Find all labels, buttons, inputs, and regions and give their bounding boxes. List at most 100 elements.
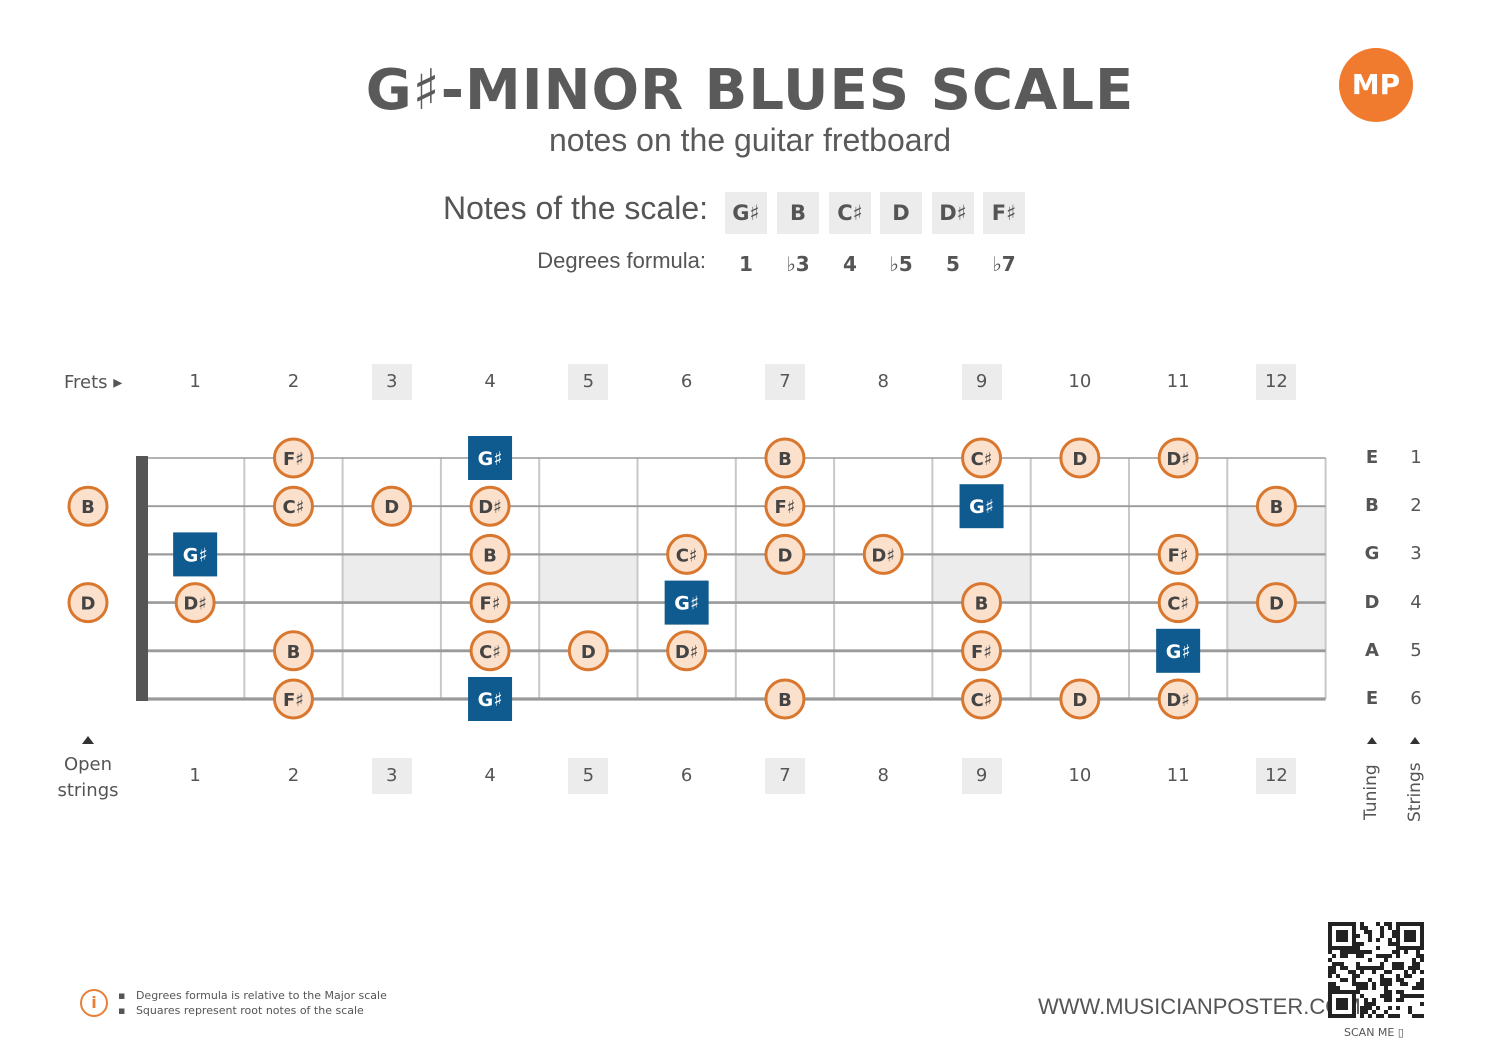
qr-module — [1380, 978, 1384, 982]
fret-number: 8 — [877, 765, 889, 786]
qr-module — [1352, 970, 1356, 974]
qr-module — [1412, 1014, 1416, 1018]
qr-module — [1328, 970, 1332, 974]
qr-module — [1380, 982, 1384, 986]
qr-module — [1356, 954, 1360, 958]
qr-module — [1376, 922, 1380, 926]
qr-module — [1404, 982, 1408, 986]
website-link[interactable]: WWW.MUSICIANPOSTER.COM — [1038, 994, 1361, 1019]
tuning-axis-label: Tuning — [1361, 764, 1381, 820]
qr-module — [1356, 966, 1360, 970]
qr-module — [1412, 966, 1416, 970]
qr-module — [1380, 994, 1384, 998]
fret-number: 6 — [680, 765, 693, 786]
root-note-square — [664, 580, 709, 625]
qr-module — [1388, 970, 1392, 974]
frets-label: Frets ▸ — [64, 372, 123, 393]
qr-module — [1396, 962, 1400, 966]
fret-number: 12 — [1256, 364, 1297, 400]
qr-module — [1376, 954, 1380, 958]
qr-module — [1332, 954, 1336, 958]
qr-module — [1412, 962, 1416, 966]
fret-number: 2 — [287, 371, 300, 392]
root-note-label: G♯ — [1166, 641, 1191, 663]
qr-module — [1412, 986, 1416, 990]
fret-number: 6 — [680, 371, 693, 392]
qr-module — [1372, 982, 1376, 986]
note-label: C♯ — [1167, 594, 1189, 615]
qr-module — [1360, 1010, 1364, 1014]
qr-module — [1356, 986, 1360, 990]
note-label: C♯ — [971, 690, 993, 711]
qr-module — [1376, 966, 1380, 970]
qr-module — [1360, 954, 1364, 958]
page-title: G♯-MINOR BLUES SCALE — [365, 58, 1135, 123]
note-circle — [1059, 678, 1101, 720]
note-label: D♯ — [871, 545, 895, 566]
qr-module — [1368, 1006, 1372, 1010]
root-note-square — [959, 484, 1004, 529]
qr-module — [1372, 986, 1376, 990]
qr-module — [1380, 926, 1384, 930]
qr-module — [1368, 978, 1372, 982]
string-number: 5 — [1410, 639, 1422, 661]
note-circle — [1255, 582, 1297, 624]
qr-code[interactable] — [1328, 922, 1424, 1018]
string-tuning: A — [1365, 639, 1379, 661]
note-circle — [469, 582, 511, 624]
note-circle — [174, 582, 216, 624]
qr-module — [1384, 958, 1388, 962]
qr-module — [1388, 1006, 1392, 1010]
fret-number: 10 — [1068, 765, 1092, 786]
qr-module — [1364, 998, 1368, 1002]
qr-module — [1336, 974, 1340, 978]
qr-module — [1332, 966, 1336, 970]
qr-module — [1380, 966, 1384, 970]
note-circle — [764, 437, 806, 479]
qr-module — [1412, 994, 1416, 998]
note-circle — [469, 485, 511, 527]
note-label: F♯ — [480, 594, 501, 615]
note-label: D♯ — [1166, 449, 1190, 470]
qr-module — [1396, 990, 1400, 994]
qr-module — [1384, 994, 1388, 998]
fret-number: 9 — [961, 364, 1002, 400]
qr-module — [1332, 986, 1336, 990]
qr-module — [1336, 986, 1340, 990]
qr-module — [1420, 978, 1424, 982]
qr-module — [1360, 966, 1364, 970]
qr-finder — [1336, 930, 1348, 942]
fret-number: 7 — [764, 758, 805, 794]
note-label: D — [1269, 594, 1284, 615]
qr-module — [1352, 974, 1356, 978]
qr-module — [1384, 986, 1388, 990]
qr-module — [1420, 1002, 1424, 1006]
degrees-formula-label: Degrees formula: — [537, 248, 706, 273]
qr-module — [1356, 990, 1360, 994]
note-label: B — [975, 594, 989, 615]
note-label: F♯ — [283, 690, 304, 711]
qr-module — [1388, 942, 1392, 946]
qr-module — [1356, 982, 1360, 986]
fret-number: 7 — [764, 364, 805, 400]
qr-module — [1380, 1014, 1384, 1018]
fret-number: 12 — [1256, 758, 1297, 794]
qr-module — [1392, 934, 1396, 938]
qr-module — [1328, 950, 1332, 954]
qr-module — [1356, 962, 1360, 966]
qr-module — [1364, 1010, 1368, 1014]
note-circle — [961, 582, 1003, 624]
qr-module — [1356, 942, 1360, 946]
fret-number: 10 — [1068, 371, 1092, 392]
qr-module — [1420, 954, 1424, 958]
note-label: D♯ — [183, 594, 207, 615]
qr-module — [1420, 970, 1424, 974]
qr-module — [1396, 954, 1400, 958]
qr-module — [1384, 978, 1388, 982]
scale-degree: 1 — [739, 252, 753, 276]
qr-module — [1420, 986, 1424, 990]
fret-number: 8 — [877, 371, 889, 392]
note-label: F♯ — [971, 642, 992, 663]
qr-module — [1400, 998, 1404, 1002]
